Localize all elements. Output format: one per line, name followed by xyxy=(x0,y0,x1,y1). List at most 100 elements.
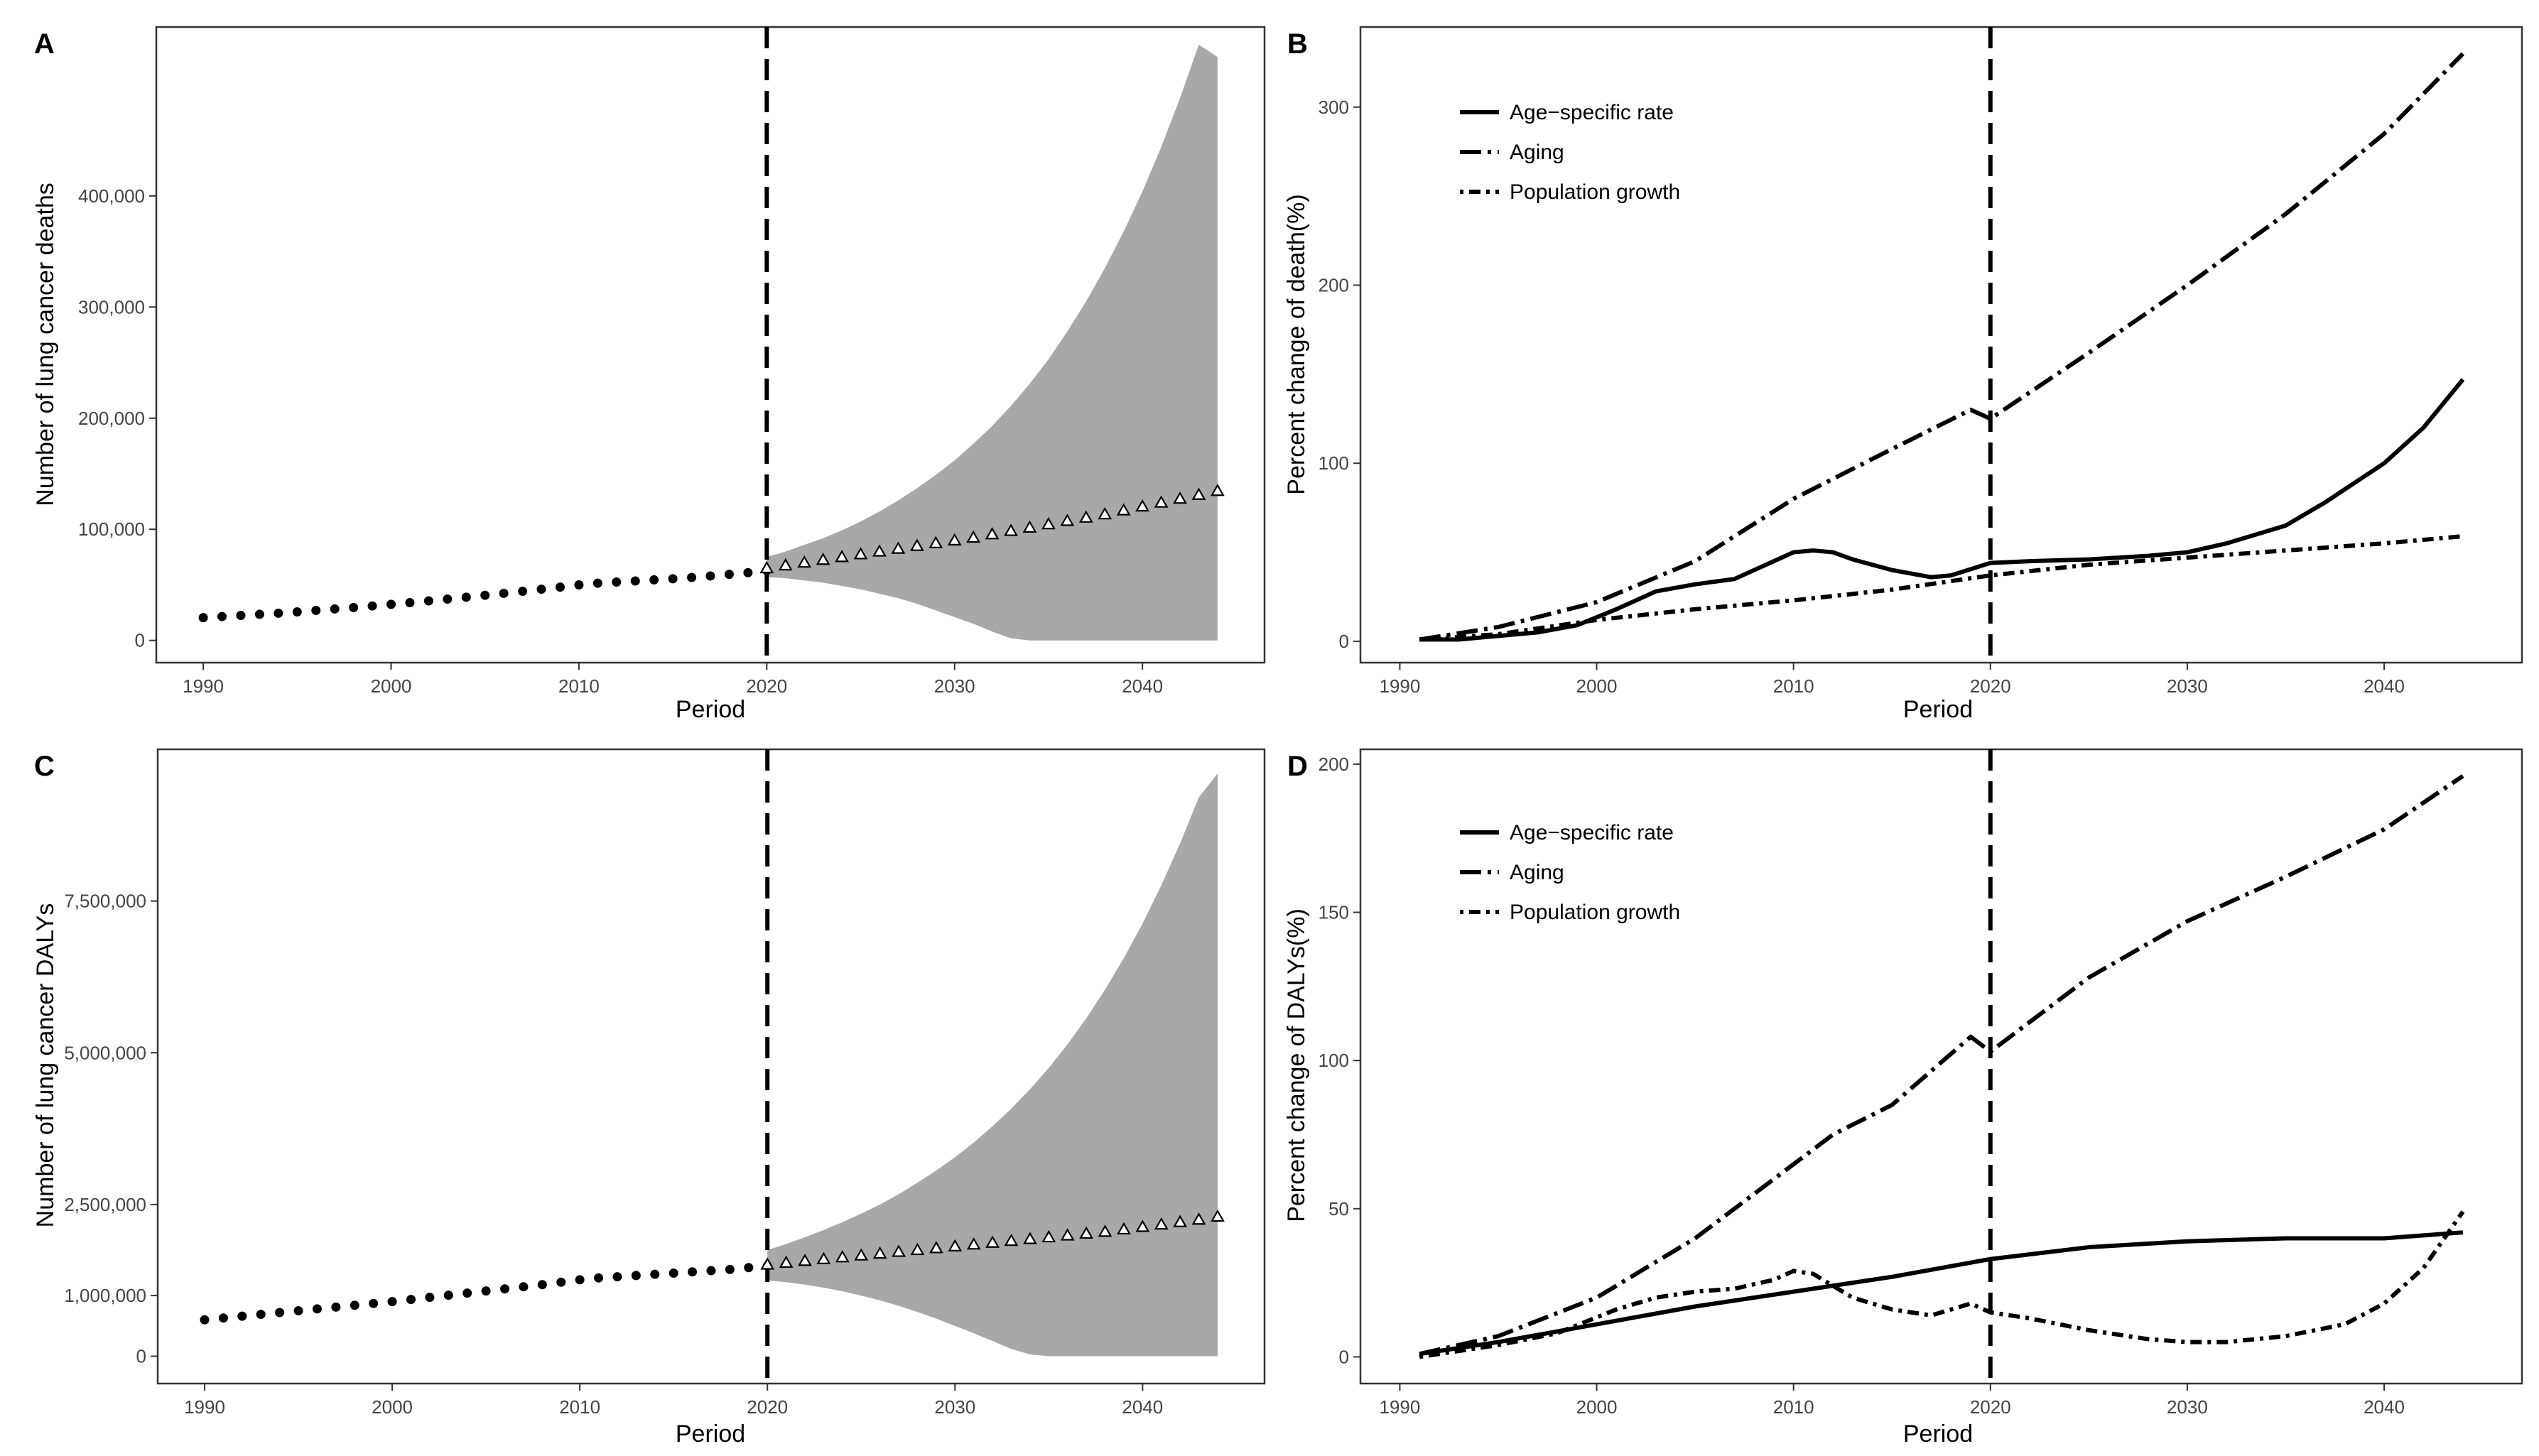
predicted-point xyxy=(1022,520,1037,533)
plot-frame xyxy=(155,26,1266,664)
legend-label: Aging xyxy=(1510,141,1564,164)
observed-point xyxy=(386,599,396,609)
observed-point xyxy=(705,571,715,581)
observed-point xyxy=(461,592,471,602)
predicted-point xyxy=(929,1241,943,1254)
observed-point xyxy=(254,609,264,619)
observed-point xyxy=(668,1268,678,1278)
predicted-point xyxy=(910,1242,925,1256)
series-aging-line xyxy=(1419,774,2464,1357)
x-tick-label: 1990 xyxy=(1380,1396,1421,1418)
predicted-point xyxy=(872,544,887,557)
observed-point xyxy=(480,590,490,600)
plot-frame xyxy=(1359,748,2523,1385)
observed-point xyxy=(423,596,433,606)
y-tick-label: 7,500,000 xyxy=(64,891,146,912)
predicted-point xyxy=(985,1235,1000,1248)
predicted-point xyxy=(1173,491,1187,504)
prediction-interval-band xyxy=(767,773,1218,1357)
observed-point xyxy=(293,1305,303,1315)
predicted-point xyxy=(1078,510,1093,523)
observed-point xyxy=(724,570,734,580)
observed-point xyxy=(425,1293,435,1303)
x-tick-label: 2030 xyxy=(2167,1396,2208,1418)
legend-label: Age−specific rate xyxy=(1510,101,1674,124)
observed-point xyxy=(274,608,283,618)
observed-point xyxy=(649,575,659,585)
x-axis-title: Period xyxy=(676,1420,745,1447)
panel-b: 1990 2000 2010 2020 2030 2040 0 100 200 300 Age−sp… xyxy=(1283,26,2523,723)
observed-point xyxy=(237,1311,247,1321)
x-tick-label: 2040 xyxy=(1122,1396,1163,1418)
x-tick-label: 2030 xyxy=(934,1396,975,1418)
series-aging-line xyxy=(1419,52,2464,642)
y-axis-title: Percent change of DALYs(%) xyxy=(1283,908,1310,1222)
predicted-point xyxy=(779,1255,794,1268)
observed-point xyxy=(367,601,377,611)
predicted-point xyxy=(929,536,943,548)
predicted-point xyxy=(1154,1217,1169,1230)
predicted-point xyxy=(797,555,812,568)
panel-letter: B xyxy=(1287,28,1308,60)
x-tick-label: 2030 xyxy=(934,675,975,697)
predicted-point xyxy=(853,547,868,560)
panel-a: 1990 2000 2010 2020 2030 2040 0 100,000 200,000 3… xyxy=(32,26,1266,723)
observed-point xyxy=(198,613,208,623)
y-tick-label: 400,000 xyxy=(78,185,145,207)
observed-point xyxy=(631,1271,641,1281)
observed-point xyxy=(743,567,753,577)
predicted-point xyxy=(798,1254,812,1266)
series-population-growth-line xyxy=(1419,1210,2465,1359)
x-axis-title: Period xyxy=(1903,696,1973,723)
predicted-point xyxy=(816,1251,831,1264)
x-tick-label: 2000 xyxy=(1576,675,1618,697)
observed-point xyxy=(536,585,546,594)
predicted-point xyxy=(1191,1212,1206,1225)
observed-point xyxy=(744,1263,754,1273)
y-tick-label: 0 xyxy=(136,1346,146,1367)
x-tick-label: 2030 xyxy=(2167,675,2208,697)
observed-point xyxy=(236,611,246,621)
predicted-point xyxy=(966,1237,981,1250)
y-tick-label: 0 xyxy=(1339,631,1349,652)
predicted-point xyxy=(947,533,962,545)
panel-letter: D xyxy=(1287,751,1308,782)
observed-point xyxy=(688,1267,698,1277)
x-tick-label: 2010 xyxy=(558,675,600,697)
x-tick-label: 2000 xyxy=(371,675,412,697)
y-tick-label: 300 xyxy=(1319,97,1349,118)
x-axis-title: Period xyxy=(676,696,745,723)
observed-point xyxy=(312,1304,322,1314)
observed-point xyxy=(630,576,640,586)
y-axis-title: Number of lung cancer deaths xyxy=(32,183,59,506)
predicted-point xyxy=(1211,1209,1225,1222)
observed-point xyxy=(574,580,584,590)
series-age-specific-rate-line xyxy=(1419,378,2465,642)
observed-point xyxy=(518,587,528,597)
y-tick-label: 300,000 xyxy=(78,296,145,317)
x-tick-label: 2040 xyxy=(2364,1396,2405,1418)
predicted-point xyxy=(835,1250,850,1263)
legend-label: Age−specific rate xyxy=(1510,821,1674,844)
predicted-point xyxy=(1004,1233,1019,1246)
panel-c: 1990 2000 2010 2020 2030 2040 0 1,000,000 2,500,… xyxy=(32,748,1266,1447)
predicted-point xyxy=(1060,1228,1075,1241)
predicted-point xyxy=(948,1239,963,1251)
predicted-point xyxy=(1004,523,1018,536)
observed-point xyxy=(350,1300,359,1310)
observed-point xyxy=(443,1291,453,1300)
y-tick-label: 200 xyxy=(1319,754,1349,775)
x-tick-label: 1990 xyxy=(1380,675,1421,697)
predicted-point xyxy=(1211,484,1225,496)
observed-point xyxy=(330,604,340,614)
y-tick-label: 5,000,000 xyxy=(64,1042,146,1063)
y-tick-label: 100 xyxy=(1319,1050,1349,1071)
predicted-point xyxy=(1041,516,1056,530)
predicted-point xyxy=(835,550,849,563)
observed-point xyxy=(687,572,697,582)
x-tick-label: 2010 xyxy=(559,1396,600,1418)
panel-d: 1990 2000 2010 2020 2030 2040 0 50 100 150 200 Age−… xyxy=(1283,748,2523,1447)
y-tick-label: 0 xyxy=(135,630,145,651)
observed-point xyxy=(575,1275,585,1285)
observed-point xyxy=(200,1315,210,1325)
